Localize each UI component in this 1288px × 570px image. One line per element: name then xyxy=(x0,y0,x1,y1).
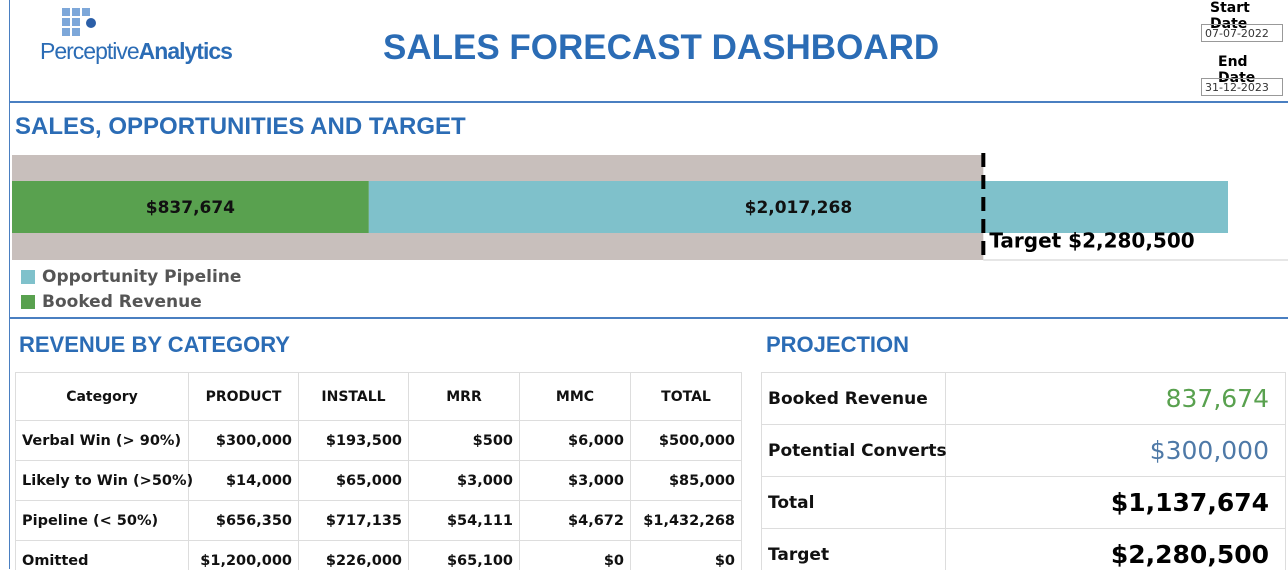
projection-value: $300,000 xyxy=(946,425,1286,477)
end-date-input[interactable]: 31-12-2023 xyxy=(1201,78,1283,96)
left-border xyxy=(9,0,10,569)
logo-text-2: Analytics xyxy=(138,38,233,64)
projection-table: Booked Revenue 837,674 Potential Converts $… xyxy=(761,372,1286,570)
table-value: $300,000 xyxy=(189,421,299,461)
row-label: Verbal Win (> 90%) xyxy=(16,421,189,461)
table-value: $3,000 xyxy=(520,461,631,501)
table-value: $500 xyxy=(409,421,520,461)
row-label: Pipeline (< 50%) xyxy=(16,501,189,541)
section-border xyxy=(9,317,1288,319)
table-value: $1,200,000 xyxy=(189,541,299,570)
bar xyxy=(12,181,369,233)
column-header: Category xyxy=(16,373,189,421)
legend-label: Booked Revenue xyxy=(42,292,202,312)
table-value: $6,000 xyxy=(520,421,631,461)
projection-label: Potential Converts xyxy=(762,425,947,477)
projection-label: Total xyxy=(762,477,946,529)
revenue-table: Category PRODUCT INSTALL MRR MMC TOTAL Verbal … xyxy=(15,372,742,570)
logo-icon xyxy=(62,8,96,36)
table-value: $1,432,268 xyxy=(631,501,742,541)
table-title: REVENUE BY CATEGORY xyxy=(19,332,290,357)
projection-value: $2,280,500 xyxy=(946,529,1286,570)
table-value: $717,135 xyxy=(299,501,409,541)
row-label: Likely to Win (>50%) xyxy=(16,461,193,501)
column-header: TOTAL xyxy=(631,373,742,421)
table-value: $65,000 xyxy=(299,461,409,501)
table-value: $193,500 xyxy=(299,421,409,461)
column-header: MMC xyxy=(520,373,631,421)
table-value: $14,000 xyxy=(189,461,299,501)
table-value: $85,000 xyxy=(631,461,742,501)
legend-label: Opportunity Pipeline xyxy=(42,267,241,287)
projection-value: $1,137,674 xyxy=(946,477,1286,529)
projection-label: Booked Revenue xyxy=(762,373,946,425)
table-value: $3,000 xyxy=(409,461,520,501)
table-value: $0 xyxy=(520,541,631,570)
chart-title: SALES, OPPORTUNITIES AND TARGET xyxy=(15,113,466,140)
bar xyxy=(368,181,1228,233)
column-header: MRR xyxy=(409,373,520,421)
table-value: $656,350 xyxy=(189,501,299,541)
table-value: $500,000 xyxy=(631,421,742,461)
column-header: PRODUCT xyxy=(189,373,299,421)
table-value: $4,672 xyxy=(520,501,631,541)
table-value: $65,100 xyxy=(409,541,520,570)
table-value: $226,000 xyxy=(299,541,409,570)
legend-swatch xyxy=(21,295,35,309)
projection-label: Target xyxy=(762,529,946,570)
header-border xyxy=(9,101,1288,103)
projection-title: PROJECTION xyxy=(766,332,910,357)
bar-label: $2,017,268 xyxy=(745,198,853,218)
dashboard-title: SALES FORECAST DASHBOARD xyxy=(383,28,940,67)
table-value: $0 xyxy=(631,541,742,570)
legend-swatch xyxy=(21,270,35,284)
bar-label: $837,674 xyxy=(146,198,235,218)
logo-text: PerceptiveAnalytics xyxy=(40,38,233,65)
target-label: Target $2,280,500 xyxy=(989,229,1194,253)
column-header: INSTALL xyxy=(299,373,409,421)
bullet-chart: $837,674 $2,017,268 Target $2,280,500 Oppor… xyxy=(12,153,1288,312)
projection-value: 837,674 xyxy=(946,373,1286,425)
table-value: $54,111 xyxy=(409,501,520,541)
logo-text-1: Perceptive xyxy=(40,38,140,64)
start-date-input[interactable]: 07-07-2022 xyxy=(1201,24,1283,42)
row-label: Omitted xyxy=(16,541,189,570)
